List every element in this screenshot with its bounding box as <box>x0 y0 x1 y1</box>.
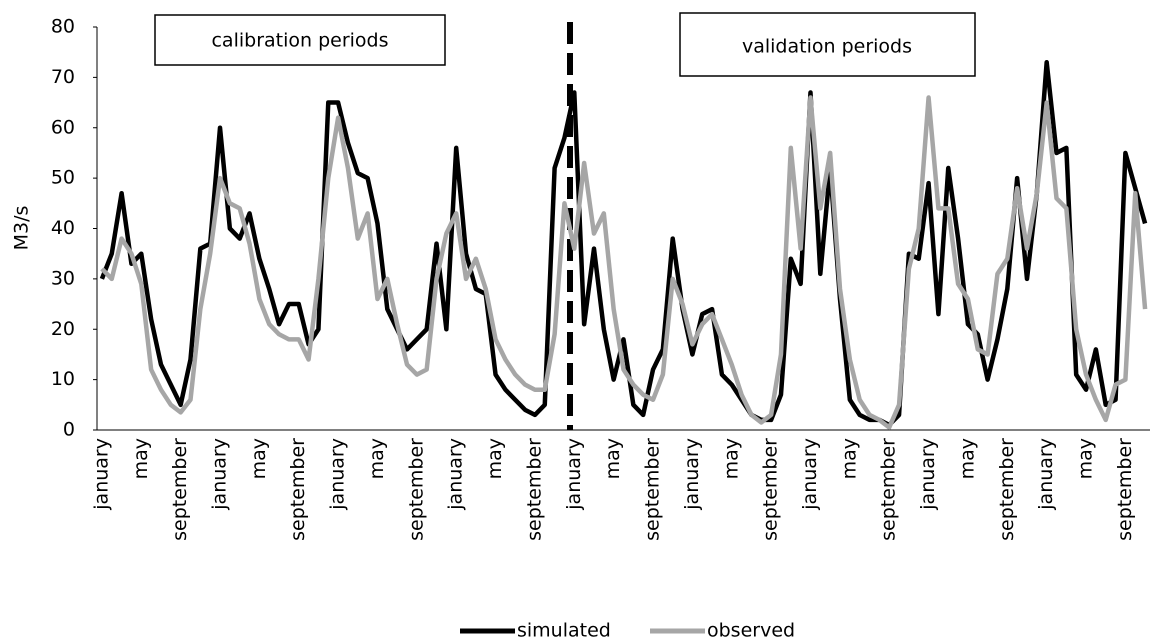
x-tick-label: may <box>1075 438 1097 479</box>
x-tick-label: january <box>209 438 231 511</box>
x-tick-label: january <box>799 438 821 511</box>
annotation-box <box>679 12 976 77</box>
series-line <box>100 95 1148 430</box>
x-tick-label: may <box>956 438 978 479</box>
x-tick-label: september <box>1114 438 1136 541</box>
x-tick-label: january <box>563 438 585 511</box>
x-tick-label: september <box>996 438 1018 541</box>
x-tick-label: january <box>327 438 349 511</box>
x-tick-label: september <box>287 438 309 541</box>
legend-label: observed <box>707 620 795 642</box>
y-tick-label: 20 <box>51 318 75 340</box>
x-tick-label: may <box>366 438 388 479</box>
x-tick-label: may <box>248 438 270 479</box>
x-tick-label: september <box>405 438 427 541</box>
x-tick-label: january <box>1035 438 1057 511</box>
x-tick-label: may <box>484 438 506 479</box>
annotation-box <box>154 14 446 66</box>
y-tick-label: 10 <box>51 368 75 390</box>
y-tick-label: 80 <box>51 16 75 38</box>
x-tick-label: january <box>90 438 112 511</box>
y-axis-label: M3/s <box>11 206 33 251</box>
y-tick-label: 40 <box>51 217 75 239</box>
x-tick-label: may <box>720 438 742 479</box>
x-tick-label: may <box>838 438 860 479</box>
annotation: validation periods <box>742 36 912 58</box>
x-tick-label: january <box>681 438 703 511</box>
legend-label: simulated <box>517 620 611 642</box>
y-tick-label: 0 <box>63 419 75 441</box>
series-line <box>99 60 1148 428</box>
annotation: calibration periods <box>211 30 388 52</box>
y-tick-label: 50 <box>51 167 75 189</box>
x-tick-label: september <box>169 438 191 541</box>
x-tick-label: may <box>602 438 624 479</box>
y-tick-label: 60 <box>51 116 75 138</box>
x-tick-label: january <box>917 438 939 511</box>
x-tick-label: may <box>130 438 152 479</box>
x-tick-label: september <box>878 438 900 541</box>
x-tick-label: september <box>523 438 545 541</box>
y-tick-label: 70 <box>51 66 75 88</box>
x-tick-label: january <box>445 438 467 511</box>
x-tick-label: september <box>642 438 664 541</box>
y-tick-label: 30 <box>51 267 75 289</box>
x-tick-label: september <box>760 438 782 541</box>
